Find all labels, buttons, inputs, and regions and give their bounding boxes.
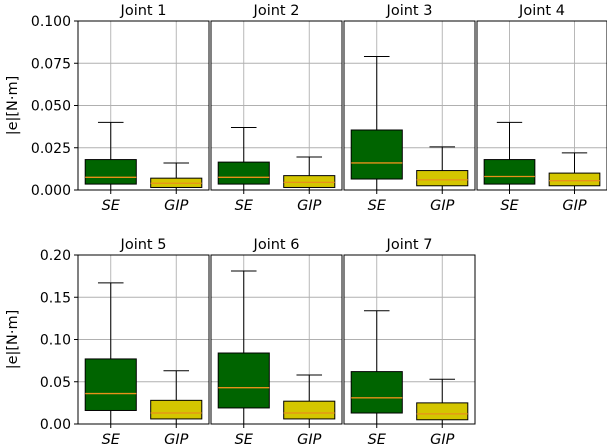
x-tick-label: SE — [102, 432, 121, 447]
subplot-joint-2: Joint 2 SE GIP — [210, 3, 343, 214]
y-tick-label: 0.00 — [40, 417, 71, 433]
box-se — [84, 282, 137, 424]
box-iqr — [217, 161, 270, 185]
x-tick-label: GIP — [164, 198, 189, 214]
box-gip — [416, 378, 469, 424]
x-tick-label: SE — [368, 198, 387, 214]
plot-frame — [343, 254, 476, 425]
plot-frame — [476, 20, 607, 191]
x-tick-label: GIP — [430, 432, 455, 447]
box-gip — [416, 146, 469, 190]
box-gip — [548, 152, 601, 190]
subplot-joint-6: Joint 6 SE GIP — [210, 237, 343, 447]
box-iqr — [217, 352, 270, 409]
y-tick-label: 0.20 — [40, 248, 71, 264]
x-tick-label: SE — [500, 198, 519, 214]
subplot-joint-4: Joint 4 SE GIP — [476, 3, 607, 214]
box-iqr — [283, 175, 336, 188]
y-axis-label: |e|[N·m] — [5, 76, 21, 136]
box-se — [217, 126, 270, 190]
box-se — [217, 270, 270, 424]
x-tick-label: GIP — [297, 432, 322, 447]
y-tick-label: 0.10 — [40, 333, 71, 349]
box-se — [84, 121, 137, 190]
box-se — [350, 55, 403, 190]
y-axis-label: |e|[N·m] — [5, 310, 21, 370]
box-iqr — [350, 129, 403, 180]
subplot-title: Joint 3 — [386, 3, 433, 19]
subplot-title: Joint 7 — [386, 237, 433, 253]
box-gip — [150, 162, 203, 190]
plot-frame — [210, 254, 343, 425]
box-gip — [150, 370, 203, 424]
box-iqr — [483, 159, 536, 185]
x-tick-label: GIP — [430, 198, 455, 214]
box-iqr — [548, 172, 601, 187]
subplot-joint-7: Joint 7 SE GIP — [343, 237, 476, 447]
subplot-title: Joint 2 — [253, 3, 300, 19]
x-tick-label: SE — [368, 432, 387, 447]
box-iqr — [283, 400, 336, 420]
y-tick-label: 0.000 — [31, 183, 71, 199]
y-tick-label: 0.15 — [40, 290, 71, 306]
y-tick-label: 0.025 — [31, 141, 71, 157]
subplot-title: Joint 6 — [253, 237, 300, 253]
y-tick-label: 0.050 — [31, 99, 71, 115]
plot-frame — [210, 20, 343, 191]
box-iqr — [416, 170, 469, 187]
subplot-title: Joint 5 — [120, 237, 167, 253]
x-tick-label: GIP — [297, 198, 322, 214]
box-gip — [283, 374, 336, 424]
box-gip — [283, 156, 336, 190]
box-iqr — [84, 159, 137, 185]
subplot-joint-1: Joint 1 SE GIP 0.000 0.025 0.050 0.075 0.100 |e|… — [5, 3, 210, 214]
subplot-title: Joint 1 — [120, 3, 167, 19]
y-tick-label: 0.100 — [31, 14, 71, 30]
box-se — [483, 121, 536, 190]
subplot-title: Joint 4 — [518, 3, 565, 19]
y-tick-label: 0.05 — [40, 375, 71, 391]
box-se — [350, 310, 403, 424]
subplot-joint-5: Joint 5 SE GIP 0.00 0.05 0.10 0.15 0.20 |e|[N·m] — [5, 237, 210, 447]
box-iqr — [150, 399, 203, 420]
x-tick-label: GIP — [562, 198, 587, 214]
x-tick-label: SE — [235, 432, 254, 447]
box-iqr — [350, 371, 403, 414]
box-iqr — [416, 402, 469, 421]
x-tick-label: SE — [102, 198, 121, 214]
subplot-joint-3: Joint 3 SE GIP — [343, 3, 476, 214]
box-iqr — [84, 358, 137, 411]
x-tick-label: GIP — [164, 432, 189, 447]
x-tick-label: SE — [235, 198, 254, 214]
y-tick-label: 0.075 — [31, 56, 71, 72]
plot-frame — [343, 20, 476, 191]
